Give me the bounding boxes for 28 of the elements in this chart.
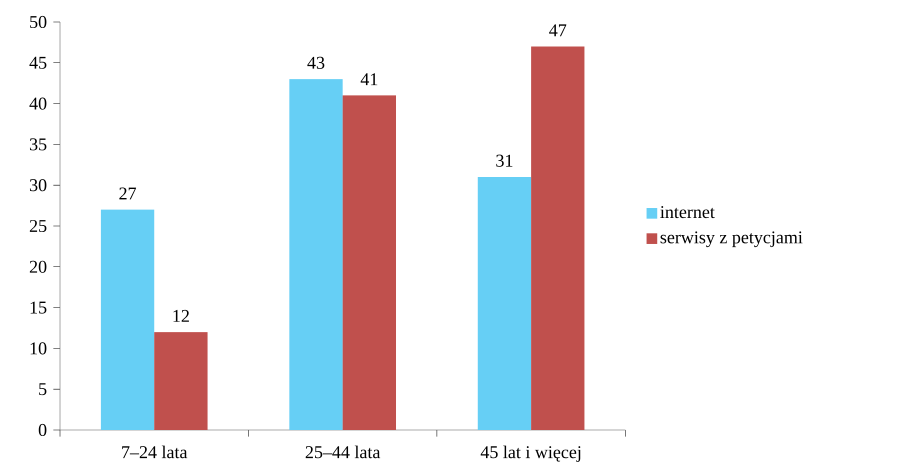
y-tick-label: 35 [30,138,46,150]
y-tick-label: 40 [29,98,46,110]
data-label: 47 [549,24,566,36]
y-tick-label: 25 [30,220,46,232]
bar [478,177,532,430]
bar [342,95,396,430]
bar [154,332,208,430]
bar [289,79,343,430]
legend-label: internet [660,206,715,218]
data-label: 12 [173,310,189,322]
y-tick-label: 15 [30,302,46,314]
y-tick-label: 5 [39,383,46,396]
bar [531,46,584,430]
x-tick-label: 25–44 lata [306,446,380,458]
bar [100,210,154,430]
data-label: 27 [119,187,136,200]
data-label: 31 [496,154,512,167]
data-label: 43 [307,56,324,69]
y-tick-label: 10 [30,342,46,354]
legend-label: serwisy z petycjami [660,231,803,248]
y-tick-label: 0 [38,424,46,436]
data-label: 41 [360,73,378,86]
x-tick-label: 7–24 lata [122,446,188,458]
y-tick-label: 30 [30,179,46,192]
y-tick-label: 20 [30,260,46,273]
y-tick-label: 50 [30,16,46,28]
y-tick-label: 45 [29,56,46,69]
x-tick-label: 45 lat i więcej [480,446,580,462]
